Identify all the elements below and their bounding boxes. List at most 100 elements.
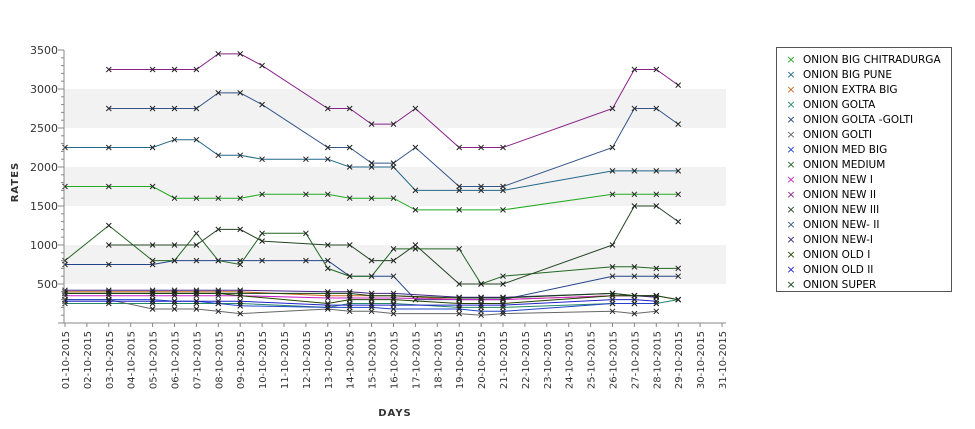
legend-label: ONION GOLTI	[803, 128, 872, 141]
data-point	[324, 156, 331, 163]
data-point	[500, 281, 506, 287]
data-point	[609, 105, 616, 112]
data-point	[478, 295, 484, 301]
legend-marker-icon: ×	[786, 278, 796, 291]
legend-marker-icon: ×	[786, 233, 796, 246]
x-tick-marks	[64, 323, 723, 327]
legend-item: × ONION NEW I	[783, 172, 951, 187]
data-point	[478, 294, 484, 301]
data-point	[500, 302, 506, 308]
data-point	[609, 290, 616, 297]
data-point	[631, 263, 638, 270]
data-point	[62, 183, 68, 190]
legend-item: × ONION NEW- II	[783, 217, 951, 232]
data-point	[324, 290, 331, 297]
data-point	[346, 242, 353, 248]
x-tick-label: 03-10-2015	[105, 331, 116, 389]
legend-item: × ONION OLD II	[783, 262, 951, 277]
data-point	[171, 292, 178, 299]
legend-marker-icon: ×	[786, 263, 796, 276]
data-point	[675, 273, 682, 280]
axes	[58, 49, 726, 324]
data-point	[456, 294, 463, 301]
data-point	[193, 195, 200, 202]
legend-item: × ONION GOLTI	[783, 127, 951, 142]
data-point	[368, 302, 375, 308]
x-tick-label: 11-10-2015	[280, 331, 291, 389]
data-point	[215, 90, 222, 96]
data-point	[237, 51, 244, 57]
data-point	[609, 144, 616, 151]
data-point	[237, 261, 244, 268]
data-point	[237, 298, 244, 305]
data-point	[675, 296, 682, 303]
data-point	[653, 105, 660, 112]
x-tick-label: 22-10-2015	[521, 331, 532, 389]
legend-marker-icon: ×	[786, 98, 796, 111]
data-point	[653, 191, 660, 198]
series-layer	[62, 51, 682, 319]
data-point	[346, 164, 353, 170]
data-point	[412, 144, 419, 151]
x-tick-label: 07-10-2015	[192, 331, 203, 389]
x-tick-label: 30-10-2015	[696, 331, 707, 389]
data-point	[149, 66, 156, 73]
data-point	[149, 306, 156, 312]
data-point	[478, 302, 484, 308]
data-point	[237, 90, 244, 96]
data-point	[149, 298, 156, 305]
legend: × ONION BIG CHITRADURGA × ONION BIG PUNE × ON…	[776, 47, 952, 292]
data-point	[456, 144, 463, 151]
data-point	[653, 292, 660, 299]
x-tick-label: 27-10-2015	[630, 331, 641, 389]
data-point	[478, 281, 484, 287]
legend-label: ONION GOLTA	[803, 98, 876, 111]
series-line	[65, 260, 679, 301]
data-point	[500, 295, 506, 301]
legend-label: ONION OLD II	[803, 263, 874, 276]
data-point	[193, 292, 200, 299]
data-point	[368, 273, 375, 280]
data-point	[324, 257, 331, 264]
data-point	[412, 207, 419, 213]
y-tick-label: 2000	[30, 161, 58, 174]
data-point	[390, 310, 397, 317]
data-point	[653, 298, 660, 305]
legend-label: ONION EXTRA BIG	[803, 83, 898, 96]
data-point	[478, 183, 484, 190]
data-point	[324, 302, 331, 308]
y-tick-labels: 500 1000 1500 2000 2500 3000 3500	[30, 44, 58, 291]
data-point	[456, 207, 463, 213]
y-tick-label: 3500	[30, 44, 58, 57]
legend-marker-icon: ×	[786, 158, 796, 171]
data-point	[456, 310, 463, 317]
data-point	[215, 51, 222, 57]
data-point	[456, 246, 463, 252]
series-15	[62, 290, 682, 303]
x-tick-label: 12-10-2015	[302, 331, 313, 389]
data-point	[631, 191, 638, 198]
data-point	[193, 230, 200, 237]
legend-marker-icon: ×	[786, 248, 796, 261]
data-point	[105, 144, 112, 151]
x-tick-label: 13-10-2015	[324, 331, 335, 389]
data-point	[631, 203, 638, 209]
legend-marker-icon: ×	[786, 203, 796, 216]
data-point	[171, 195, 178, 202]
legend-item: × ONION MED BIG	[783, 142, 951, 157]
legend-label: ONION BIG CHITRADURGA	[803, 53, 941, 66]
data-point	[237, 290, 244, 297]
data-point	[346, 273, 353, 280]
legend-item: × ONION OLD I	[783, 247, 951, 262]
data-point	[653, 300, 660, 307]
data-point	[456, 302, 463, 308]
data-point	[215, 226, 222, 233]
y-tick-label: 3000	[30, 83, 58, 96]
legend-label: ONION OLD I	[803, 248, 871, 261]
x-tick-label: 25-10-2015	[587, 331, 598, 389]
data-point	[500, 273, 506, 280]
series-5	[62, 296, 660, 319]
data-point	[259, 257, 265, 264]
data-point	[609, 168, 616, 174]
